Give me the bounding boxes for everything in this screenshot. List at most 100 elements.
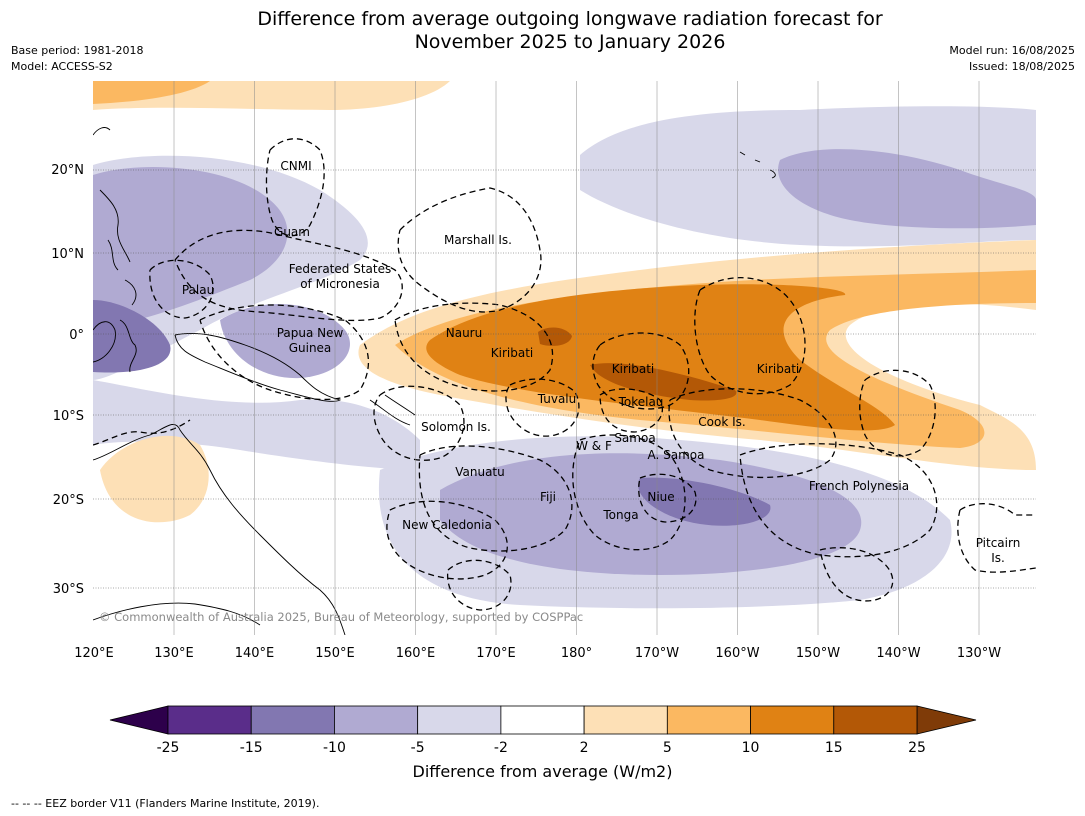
title-line-2: November 2025 to January 2026 bbox=[414, 31, 726, 53]
lat-tick-20s: 20°S bbox=[53, 493, 84, 508]
coast-borneo bbox=[93, 321, 116, 363]
lon-tick-170w: 170°W bbox=[635, 646, 679, 661]
label-marshall-islands: Marshall Is. bbox=[444, 233, 512, 247]
anomaly-neg-png bbox=[220, 303, 350, 379]
colorbar-tick-label: -10 bbox=[323, 740, 346, 756]
lat-tick-10n: 10°N bbox=[51, 247, 84, 262]
colorbar-segment bbox=[417, 705, 502, 735]
place-labels: CNMI Guam Marshall Is. Federated States … bbox=[182, 159, 1020, 565]
lon-tick-130e: 130°E bbox=[154, 646, 194, 661]
label-guam: Guam bbox=[274, 225, 310, 239]
lon-tick-160w: 160°W bbox=[715, 646, 759, 661]
colorbar-segment bbox=[334, 705, 419, 735]
meta-left: Base period: 1981-2018 Model: ACCESS-S2 bbox=[11, 43, 143, 75]
colorbar-tick-label: -25 bbox=[157, 740, 180, 756]
eez-west bbox=[93, 419, 191, 446]
lon-tick-130w: 130°W bbox=[957, 646, 1001, 661]
model-run: Model run: 16/08/2025 bbox=[949, 44, 1075, 57]
label-niue: Niue bbox=[647, 490, 674, 504]
lon-tick-120e: 120°E bbox=[74, 646, 114, 661]
lon-tick-180: 180° bbox=[561, 646, 592, 661]
eez-tuvalu bbox=[505, 378, 580, 437]
graticule-lat bbox=[93, 169, 1036, 589]
meta-right: Model run: 16/08/2025 Issued: 18/08/2025 bbox=[949, 43, 1075, 75]
coast-hawaii bbox=[739, 151, 776, 179]
anomaly-pos-equator-inner bbox=[426, 284, 895, 431]
eez-french-polynesia bbox=[739, 443, 938, 602]
eez-cnmi bbox=[265, 138, 325, 237]
graticule bbox=[173, 81, 980, 635]
title-line-1: Difference from average outgoing longwav… bbox=[257, 8, 883, 30]
eez-french-polynesia-east bbox=[859, 369, 936, 457]
colorbar-segment bbox=[167, 705, 252, 735]
label-pitcairn-line-2: Is. bbox=[991, 551, 1005, 565]
coast-solomons bbox=[369, 394, 416, 426]
eez-solomon bbox=[373, 385, 465, 461]
eez-tokelau bbox=[599, 388, 663, 433]
label-cook-islands: Cook Is. bbox=[698, 415, 745, 429]
coastlines bbox=[93, 127, 776, 635]
label-tuvalu: Tuvalu bbox=[537, 392, 577, 406]
label-solomon-islands: Solomon Is. bbox=[421, 420, 491, 434]
label-png-line-2: Guinea bbox=[289, 341, 332, 355]
lat-tick-20n: 20°N bbox=[51, 163, 84, 178]
coast-japan-tip bbox=[93, 127, 111, 136]
label-samoa: Samoa bbox=[614, 431, 655, 445]
map-title: Difference from average outgoing longwav… bbox=[170, 8, 970, 54]
eez-png bbox=[199, 304, 370, 401]
eez-new-caledonia bbox=[386, 500, 508, 580]
anomaly-pos-northwest-core bbox=[93, 81, 210, 104]
label-nauru: Nauru bbox=[446, 326, 482, 340]
colorbar-segment bbox=[583, 705, 668, 735]
anomaly-neg-south-mid bbox=[440, 453, 862, 575]
colorbar-tick-label: 25 bbox=[908, 740, 926, 756]
anomaly-neg-coral bbox=[93, 380, 420, 470]
map-plot-area: CNMI Guam Marshall Is. Federated States … bbox=[93, 81, 1036, 635]
colorbar-segment bbox=[750, 705, 835, 735]
coast-new-guinea bbox=[174, 332, 342, 402]
coast-sulawesi bbox=[119, 319, 137, 373]
lon-tick-150w: 150°W bbox=[796, 646, 840, 661]
colorbar-tick-label: -15 bbox=[240, 740, 263, 756]
colorbar-tick-label: 10 bbox=[742, 740, 760, 756]
colorbar-extend-low bbox=[109, 705, 169, 735]
eez-cook bbox=[668, 388, 837, 479]
label-vanuatu: Vanuatu bbox=[455, 465, 505, 479]
colorbar-segment bbox=[500, 705, 585, 735]
label-french-polynesia: French Polynesia bbox=[809, 479, 909, 493]
label-png-line-1: Papua New bbox=[277, 326, 344, 340]
eez-palau bbox=[149, 259, 214, 319]
eez-niue bbox=[638, 473, 697, 523]
colorbar-tick-label: -2 bbox=[494, 740, 508, 756]
anomaly-pos-core-1 bbox=[538, 327, 572, 346]
issued-date: Issued: 18/08/2025 bbox=[968, 60, 1075, 73]
label-cnmi: CNMI bbox=[280, 159, 311, 173]
label-kiribati-west: Kiribati bbox=[491, 346, 533, 360]
colorbar-tick-label: 2 bbox=[580, 740, 589, 756]
label-pitcairn-line-1: Pitcairn bbox=[976, 536, 1021, 550]
longitude-ticks: 120°E 130°E 140°E 150°E 160°E 170°E 180°… bbox=[74, 646, 1001, 661]
anomaly-pos-australia bbox=[100, 435, 209, 523]
eez-borders bbox=[93, 138, 1036, 611]
lat-tick-10s: 10°S bbox=[53, 409, 84, 424]
latitude-ticks: 20°N 10°N 0° 10°S 20°S 30°S bbox=[51, 163, 84, 597]
lat-tick-0: 0° bbox=[69, 328, 84, 343]
colorbar: -25 -15 -10 -5 -2 2 5 10 15 25 bbox=[109, 705, 977, 756]
colorbar-segment bbox=[833, 705, 918, 735]
coast-philippines bbox=[99, 189, 137, 306]
lon-tick-170e: 170°E bbox=[476, 646, 516, 661]
lon-tick-160e: 160°E bbox=[396, 646, 436, 661]
label-new-caledonia: New Caledonia bbox=[402, 518, 492, 532]
eez-australia-south bbox=[446, 559, 512, 611]
anomaly-neg-west bbox=[93, 167, 288, 330]
label-american-samoa: A. Samoa bbox=[648, 448, 705, 462]
colorbar-segment bbox=[250, 705, 335, 735]
colorbar-segment bbox=[666, 705, 751, 735]
label-fiji: Fiji bbox=[540, 490, 556, 504]
colorbar-tick-label: 15 bbox=[825, 740, 843, 756]
colorbar-tick-label: -5 bbox=[411, 740, 425, 756]
label-palau: Palau bbox=[182, 283, 214, 297]
lon-tick-140e: 140°E bbox=[235, 646, 275, 661]
label-fsm-line-2: of Micronesia bbox=[300, 277, 380, 291]
